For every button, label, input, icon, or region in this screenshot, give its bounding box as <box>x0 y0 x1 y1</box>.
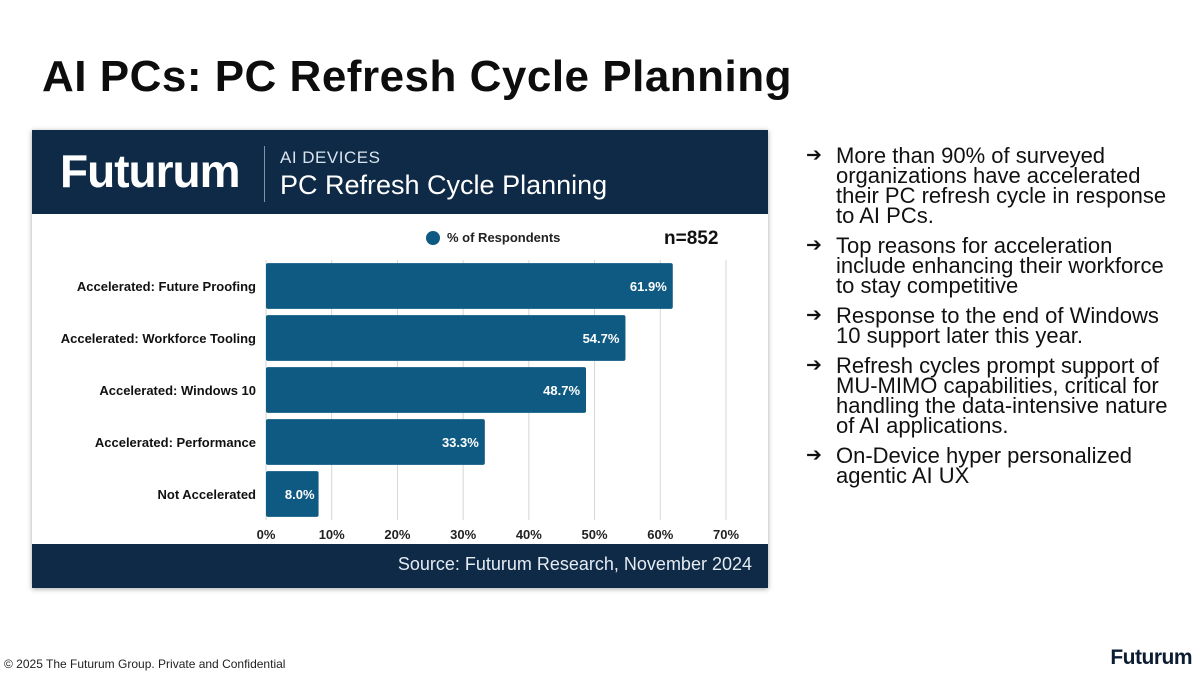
chart-eyebrow: AI DEVICES <box>280 148 381 167</box>
category-label: Accelerated: Windows 10 <box>99 383 256 398</box>
brand-logo: Futurum <box>60 145 241 197</box>
category-label: Accelerated: Performance <box>95 435 256 450</box>
copyright-text: © 2025 The Futurum Group. Private and Co… <box>4 657 286 671</box>
arrow-right-icon: ➔ <box>806 305 822 326</box>
category-label: Accelerated: Future Proofing <box>77 279 256 294</box>
arrow-right-icon: ➔ <box>806 445 822 466</box>
data-label: 61.9% <box>630 279 667 294</box>
chart-header: Futurum AI DEVICES PC Refresh Cycle Plan… <box>32 130 768 214</box>
chart-source: Source: Futurum Research, November 2024 <box>397 554 752 574</box>
takeaway-list: ➔ More than 90% of surveyed organizations… <box>806 143 1186 496</box>
takeaway-item: ➔ Response to the end of Windows 10 suppo… <box>806 303 1186 348</box>
x-tick-label: 20% <box>384 527 410 542</box>
footer-logo: Futurum <box>1110 646 1192 669</box>
data-label: 8.0% <box>285 487 315 502</box>
bar-chart: 0% 10% 20% 30% 40% 50% 60% 70% % of Respondents n… <box>61 228 740 542</box>
x-tick-label: 60% <box>647 527 673 542</box>
x-tick-label: 50% <box>582 527 608 542</box>
x-tick-label: 40% <box>516 527 542 542</box>
takeaway-text: Refresh cycles prompt support of MU-MIMO… <box>836 353 1168 438</box>
takeaway-text: On-Device hyper personalized agentic AI … <box>836 443 1132 488</box>
takeaway-item: ➔ On-Device hyper personalized agentic AI… <box>806 443 1186 488</box>
bar <box>266 419 485 465</box>
sample-size-annotation: n=852 <box>664 228 718 249</box>
chart-footer: Source: Futurum Research, November 2024 <box>32 544 768 588</box>
page-title: AI PCs: PC Refresh Cycle Planning <box>42 52 793 101</box>
takeaway-item: ➔ Refresh cycles prompt support of MU-MIM… <box>806 353 1186 438</box>
circle-marker-icon <box>426 231 440 245</box>
arrow-right-icon: ➔ <box>806 145 822 166</box>
arrow-right-icon: ➔ <box>806 235 822 256</box>
x-tick-label: 0% <box>257 527 276 542</box>
category-label: Not Accelerated <box>158 487 257 502</box>
bar <box>266 367 587 413</box>
bar <box>266 471 319 517</box>
arrow-right-icon: ➔ <box>806 355 822 376</box>
category-label: Accelerated: Workforce Tooling <box>61 331 256 346</box>
header-divider <box>264 146 265 202</box>
x-tick-label: 30% <box>450 527 476 542</box>
takeaway-text: Top reasons for acceleration include enh… <box>836 233 1164 298</box>
takeaway-item: ➔ More than 90% of surveyed organizations… <box>806 143 1186 228</box>
x-tick-label: 10% <box>319 527 345 542</box>
chart-card: Futurum AI DEVICES PC Refresh Cycle Plan… <box>32 130 768 588</box>
bar <box>266 263 673 309</box>
chart-title: PC Refresh Cycle Planning <box>280 170 608 200</box>
data-label: 33.3% <box>442 435 479 450</box>
x-tick-label: 70% <box>713 527 739 542</box>
legend-label: % of Respondents <box>447 230 560 245</box>
data-label: 48.7% <box>543 383 580 398</box>
takeaway-text: More than 90% of surveyed organizations … <box>836 143 1167 228</box>
takeaway-text: Response to the end of Windows 10 suppor… <box>836 303 1159 348</box>
data-label: 54.7% <box>583 331 620 346</box>
takeaway-item: ➔ Top reasons for acceleration include en… <box>806 233 1186 298</box>
bar <box>266 315 626 361</box>
